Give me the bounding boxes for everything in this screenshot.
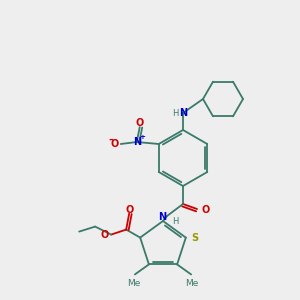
Text: O: O: [125, 205, 133, 214]
Text: Me: Me: [185, 279, 199, 288]
Text: O: O: [101, 230, 109, 240]
Text: +: +: [139, 134, 145, 140]
Text: N: N: [133, 137, 141, 147]
Text: O: O: [201, 205, 209, 215]
Text: H: H: [172, 217, 178, 226]
Text: H: H: [172, 109, 178, 118]
Text: N: N: [158, 212, 166, 222]
Text: N: N: [179, 108, 187, 118]
Text: O: O: [110, 139, 119, 149]
Text: -: -: [108, 135, 113, 145]
Text: O: O: [136, 118, 144, 128]
Text: S: S: [191, 232, 198, 243]
Text: Me: Me: [127, 279, 141, 288]
